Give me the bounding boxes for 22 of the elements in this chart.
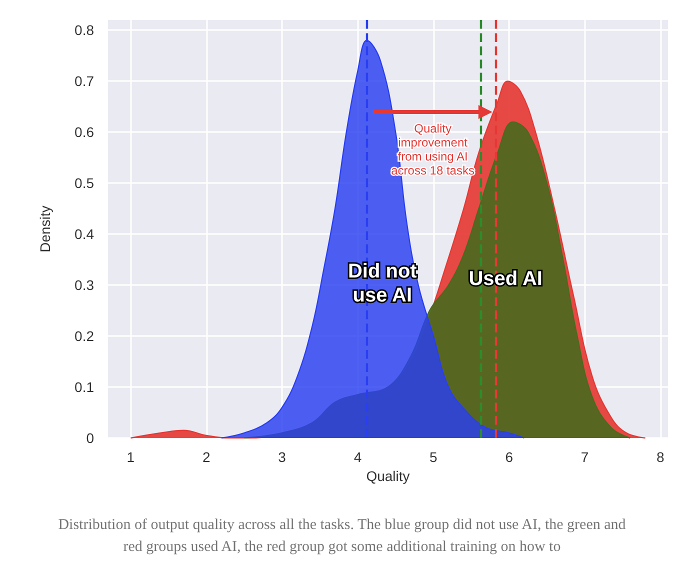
x-tick-label: 3: [278, 449, 286, 465]
x-tick-label: 6: [505, 449, 514, 465]
text: Distribution of output quality across all the tasks. The blue group did not use AI, the green and red groups used AI, the red group got some additional training on how to: [57, 516, 627, 557]
x-axis-title: Quality: [366, 468, 410, 484]
y-tick-label: 0.7: [74, 73, 94, 90]
annotation: Did not use AI: [348, 260, 418, 306]
y-tick-label: 0.4: [74, 226, 94, 242]
x-tick-label: 4: [354, 449, 362, 465]
y-tick-label: 0.6: [74, 124, 94, 140]
y-tick-label: 0.1: [74, 379, 94, 396]
x-tick-label: 1: [126, 449, 135, 465]
y-tick-label: 0.3: [74, 277, 94, 294]
x-tick-label: 5: [430, 449, 438, 465]
y-tick-label: 0.8: [74, 22, 94, 38]
x-tick-label: 7: [580, 449, 589, 465]
y-axis-title: Density: [37, 206, 53, 252]
y-tick-label: 0.2: [74, 328, 94, 344]
y-tick-label: 0: [86, 430, 94, 446]
y-tick-label: 0.5: [74, 175, 94, 192]
x-tick-label: 2: [202, 449, 210, 465]
x-tick-label: 8: [656, 449, 665, 465]
annotation: Used AI: [468, 268, 542, 290]
